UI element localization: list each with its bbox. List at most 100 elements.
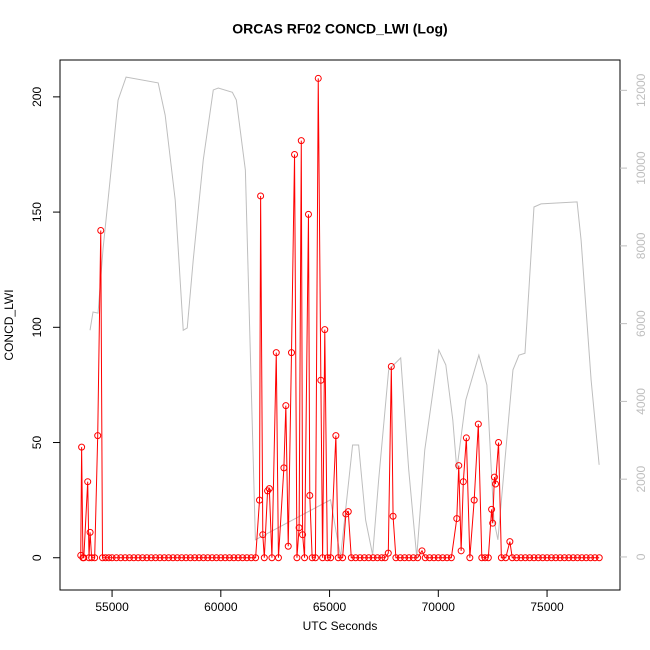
data-point [565,554,573,562]
data-point [304,210,312,218]
data-point [265,485,273,493]
data-point [178,554,186,562]
data-point [204,554,212,562]
data-point [492,480,500,488]
data-point [547,554,555,562]
y2-tick-label: 12000 [634,73,648,107]
data-point [274,554,282,562]
data-point [387,362,395,370]
data-point [470,496,478,504]
data-point [556,554,564,562]
data-point [319,554,327,562]
data-point [396,554,404,562]
data-point [421,554,429,562]
data-point [560,554,568,562]
data-point [569,554,577,562]
data-point [308,554,316,562]
data-point [339,554,347,562]
data-point [521,554,529,562]
data-point [78,443,86,451]
data-point [282,402,290,410]
data-point [297,137,305,145]
data-point [291,150,299,158]
data-point [221,554,229,562]
y2-tick-label: 0 [634,553,648,560]
data-point [321,326,329,334]
plot-frame [59,59,621,591]
x-tick-label: 65000 [313,600,347,614]
data-point [134,554,142,562]
data-point [352,554,360,562]
data-point [97,227,105,235]
data-point [495,439,503,447]
data-point [378,554,386,562]
data-point [582,554,590,562]
data-point [105,554,113,562]
data-point [102,554,110,562]
data-point [455,462,463,470]
data-point [299,531,307,539]
data-point [295,524,303,532]
data-point [80,554,88,562]
data-point [453,515,461,523]
chart-title: ORCAS RF02 CONCD_LWI (Log) [232,21,447,37]
data-point [323,554,331,562]
data-point [152,554,160,562]
data-point [256,496,264,504]
data-point [384,549,392,557]
data-point [342,510,350,518]
data-point [239,554,247,562]
data-point [301,554,309,562]
data-point [381,554,389,562]
data-point [182,554,190,562]
data-point [311,554,319,562]
data-point [199,554,207,562]
y-tick-label: 150 [30,202,44,222]
data-point [489,519,497,527]
data-point [414,554,422,562]
data-point [409,554,417,562]
data-point [195,554,203,562]
y-tick-label: 0 [30,554,44,561]
data-point [147,554,155,562]
data-point [160,554,168,562]
data-point [91,554,99,562]
y-tick-label: 50 [30,436,44,450]
data-point [373,554,381,562]
y2-tick-label: 10000 [634,151,648,185]
data-point [430,554,438,562]
data-point [173,554,181,562]
data-point [578,554,586,562]
data-point [272,349,280,357]
y2-tick-label: 8000 [634,232,648,259]
data-point [260,554,268,562]
data-point [86,528,94,536]
data-point [117,554,125,562]
data-point [88,554,96,562]
data-point [287,349,295,357]
data-point [317,376,325,384]
data-point [332,432,340,440]
data-point [405,554,413,562]
data-point [344,508,352,516]
y-tick-label: 100 [30,317,44,337]
data-point [462,434,470,442]
data-point [257,192,265,200]
x-tick-label: 60000 [204,600,238,614]
y2-tick-label: 4000 [634,388,648,415]
data-point [502,554,510,562]
data-point [490,473,498,481]
data-point [139,554,147,562]
data-point [457,547,465,555]
data-point [369,554,377,562]
data-point [392,554,400,562]
data-point [165,554,173,562]
x-axis-label: UTC Seconds [303,619,378,633]
data-point [169,554,177,562]
data-point [552,554,560,562]
data-point [356,554,364,562]
data-point [84,478,92,486]
data-point [293,554,301,562]
data-point [230,554,238,562]
data-point [534,554,542,562]
